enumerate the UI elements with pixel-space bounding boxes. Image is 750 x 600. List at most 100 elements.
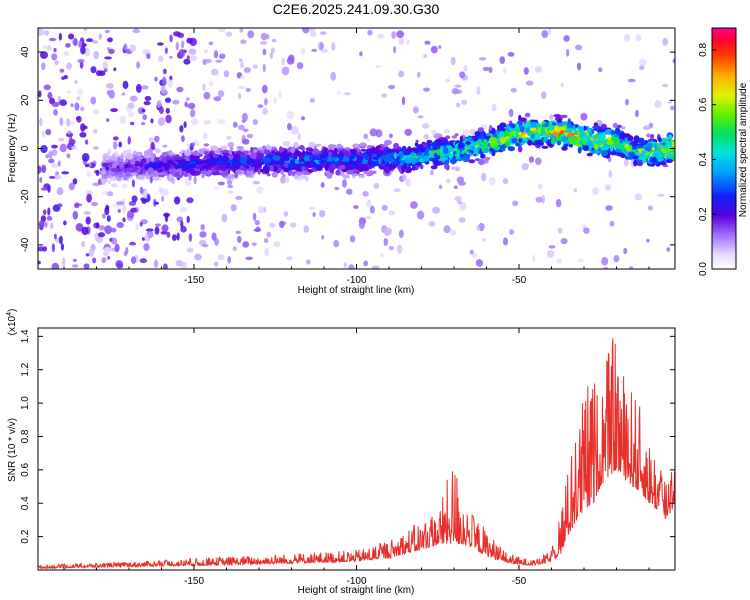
spectrogram-cell xyxy=(203,120,211,125)
spectrogram-cell xyxy=(256,147,264,151)
spectrogram-cell xyxy=(148,161,154,169)
spectrogram-cell xyxy=(561,146,568,151)
spectrogram-cell xyxy=(288,162,295,170)
spectrogram-cell xyxy=(193,175,197,185)
spectrogram-cell xyxy=(220,53,226,58)
spectrogram-cell xyxy=(443,225,451,234)
spectrogram-cell xyxy=(111,237,118,245)
spectrogram-cell xyxy=(169,34,173,43)
spectrogram-cell xyxy=(108,177,117,181)
spectrogram-cell xyxy=(98,33,103,40)
spectrogram-cell xyxy=(618,135,624,139)
spectrogram-cell xyxy=(397,146,402,150)
spectrogram-cell xyxy=(303,155,310,162)
y-tick-label: 1.4 xyxy=(20,329,31,343)
spectrogram-cell xyxy=(633,141,639,144)
spectrogram-cell xyxy=(333,147,338,155)
spectrogram-cell xyxy=(293,150,301,156)
spectrogram-cell xyxy=(417,115,424,119)
spectrogram-cell xyxy=(175,41,179,51)
spectrogram-cell xyxy=(510,88,518,93)
spectrogram-cell xyxy=(560,114,568,118)
spectrogram-cell xyxy=(121,92,126,96)
spectrogram-cell xyxy=(444,129,451,134)
spectrogram-cell xyxy=(68,33,75,40)
spectrogram-cell xyxy=(181,166,187,172)
spectrogram-cell xyxy=(111,163,118,169)
spectrogram-cell xyxy=(162,152,169,158)
spectrogram-cell xyxy=(198,160,203,166)
snr-scale-label: (x104) xyxy=(6,309,18,336)
spectrogram-cell xyxy=(253,64,258,69)
spectrogram-cell xyxy=(553,114,562,118)
spectrogram-cell xyxy=(141,237,146,241)
spectrogram-cell xyxy=(478,222,485,232)
spectrogram-cell xyxy=(301,116,305,121)
spectrogram-cell xyxy=(662,83,669,88)
spectrogram-cell xyxy=(127,136,131,145)
spectrogram-cell xyxy=(251,161,259,168)
spectrogram-cell xyxy=(312,148,320,155)
spectrogram-cell xyxy=(254,159,258,164)
x-tick-label: -150 xyxy=(184,275,204,286)
spectrogram-cell xyxy=(38,165,42,174)
spectrogram-cell xyxy=(348,264,355,269)
spectrogram-cell xyxy=(186,143,191,147)
spectrogram-cell xyxy=(440,157,446,161)
spectrogram-cell xyxy=(456,149,461,154)
spectrogram-cell xyxy=(104,29,111,34)
spectrogram-cell xyxy=(125,167,131,172)
spectrogram-cell xyxy=(38,220,45,228)
spectrogram-cell xyxy=(309,206,316,210)
spectrogram-cell xyxy=(59,99,67,106)
spectrogram-cell xyxy=(373,182,380,189)
spectrogram-cell xyxy=(319,210,326,218)
spectrogram-cell xyxy=(51,144,58,149)
spectrogram-cell xyxy=(72,264,79,268)
spectrogram-cell xyxy=(135,223,139,231)
spectrogram-cell xyxy=(471,252,478,258)
spectrogram-cell xyxy=(297,132,301,141)
spectrogram-cell xyxy=(75,223,84,232)
spectrogram-cell xyxy=(161,224,169,233)
spectrogram-cell xyxy=(641,156,647,164)
spectrogram-cell xyxy=(123,250,128,257)
spectrogram-cell xyxy=(342,174,350,179)
spectrogram-cell xyxy=(426,139,433,144)
spectrogram-cell xyxy=(499,56,506,64)
spectrogram-cell xyxy=(173,31,181,37)
spectrogram-cell xyxy=(358,220,365,229)
spectrogram-cell xyxy=(283,162,290,168)
spectrogram-cell xyxy=(96,70,103,77)
spectrogram-cell xyxy=(636,160,644,167)
spectrogram-cell xyxy=(471,145,476,150)
spectrogram-cell xyxy=(502,237,509,246)
spectrogram-cell xyxy=(405,156,409,163)
spectrogram-cell xyxy=(319,31,327,35)
spectrogram-cell xyxy=(647,205,653,211)
spectrogram-cell xyxy=(189,168,196,176)
spectrogram-cell xyxy=(211,232,217,241)
spectrogram-cell xyxy=(343,152,351,157)
spectrogram-cell xyxy=(91,201,99,207)
spectrogram-cell xyxy=(381,204,388,211)
colorbar-tick-label: 0.6 xyxy=(698,97,709,111)
spectrogram-cell xyxy=(478,158,485,166)
snr-x-ticks: -150 -100 -50 xyxy=(63,328,650,587)
spectrogram-cell xyxy=(560,238,568,245)
spectrogram-cell xyxy=(255,186,264,194)
spectrogram-cell xyxy=(213,50,219,59)
spectrogram-cell xyxy=(458,217,466,223)
spectrogram-cell xyxy=(451,157,456,165)
spectrogram-cell xyxy=(199,231,207,238)
spectrogram-cell xyxy=(162,90,168,95)
spectrogram-cell xyxy=(346,169,354,175)
spectrogram-cell xyxy=(279,220,285,228)
spectrogram-cell xyxy=(217,181,225,186)
spectrogram-cell xyxy=(273,241,281,248)
spectrogram-cell xyxy=(577,130,581,135)
spectrogram-cell xyxy=(375,64,382,69)
spectrogram-cell xyxy=(102,61,109,70)
spectrogram-cell xyxy=(51,53,58,61)
spectrogram-cell xyxy=(398,229,404,238)
